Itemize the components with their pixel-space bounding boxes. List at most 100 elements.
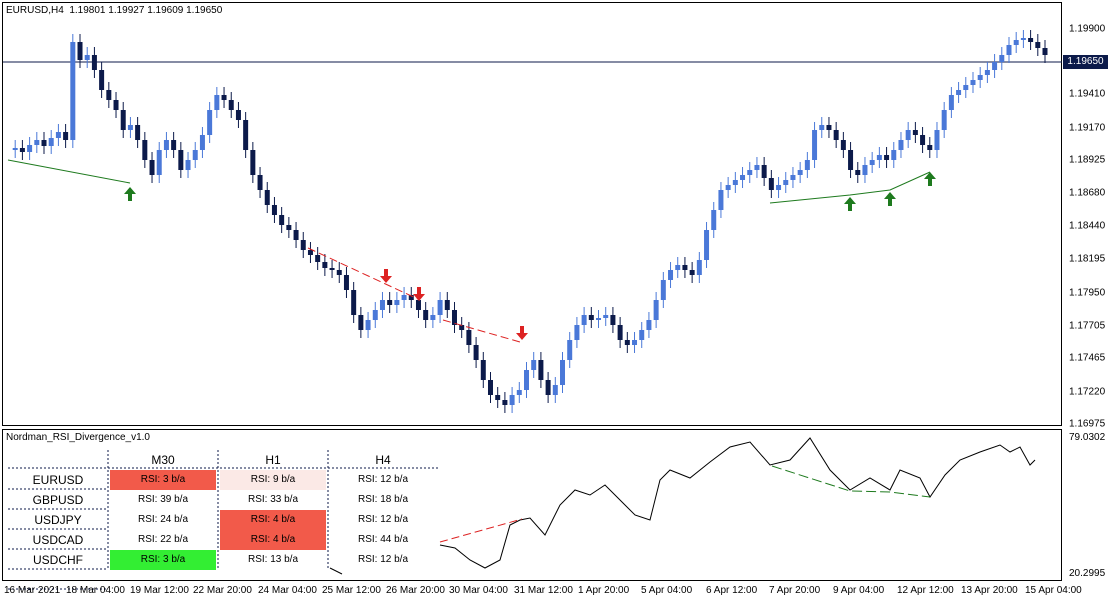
- candle-body: [862, 165, 868, 175]
- candle-body: [41, 140, 47, 146]
- candle-body: [992, 62, 998, 70]
- currency-pair-label: GBPUSD: [32, 493, 84, 507]
- time-tick-label: 13 Apr 20:00: [961, 585, 1018, 596]
- currency-pair-label: USDCHF: [33, 553, 83, 567]
- candle-body: [466, 330, 472, 345]
- candle-body: [387, 300, 393, 305]
- timeframe-header: M30: [151, 453, 175, 467]
- candle-body: [113, 100, 119, 110]
- candle-body: [963, 85, 969, 90]
- price-tick-label: 1.19170: [1069, 122, 1106, 134]
- candle-body: [768, 178, 774, 190]
- rsi-value-cell: RSI: 33 b/a: [247, 494, 299, 505]
- candle-body: [675, 265, 681, 270]
- candle-body: [271, 205, 277, 215]
- price-tick-label: 1.17705: [1069, 320, 1106, 332]
- timeframe-header: H1: [265, 453, 281, 467]
- bullish-divergence-line: [769, 171, 931, 204]
- price-tick-label: 1.18195: [1069, 253, 1106, 265]
- candle-body: [142, 140, 148, 160]
- candle-body: [790, 175, 796, 180]
- time-tick-label: 16 Mar 2021: [4, 585, 61, 596]
- candle-body: [725, 185, 731, 190]
- candle-body: [898, 140, 904, 150]
- candle-body: [999, 55, 1005, 62]
- candle-body: [639, 330, 645, 340]
- time-tick-label: 19 Mar 12:00: [130, 585, 189, 596]
- candle-body: [70, 42, 76, 140]
- candle-body: [91, 55, 97, 70]
- price-tick-label: 1.17950: [1069, 287, 1106, 299]
- candle-body: [163, 140, 169, 150]
- indicator-title: Nordman_RSI_Divergence_v1.0: [6, 432, 150, 443]
- candle-body: [322, 262, 328, 268]
- rsi-value-cell: RSI: 44 b/a: [357, 534, 409, 545]
- candle-body: [912, 130, 918, 135]
- candle-body: [27, 145, 33, 152]
- buy-arrow-icon: [124, 187, 136, 201]
- candle-body: [920, 135, 926, 145]
- candle-body: [444, 300, 450, 310]
- candle-body: [833, 130, 839, 140]
- candle-body: [228, 100, 234, 110]
- rsi-value-cell: RSI: 3 b/a: [110, 550, 216, 570]
- price-tick-label: 1.17465: [1069, 352, 1106, 364]
- candle-body: [524, 370, 529, 390]
- time-tick-label: 9 Apr 04:00: [833, 585, 885, 596]
- timeframe-header: H4: [375, 453, 391, 467]
- candle-body: [495, 395, 501, 400]
- candle-body: [509, 395, 515, 405]
- rsi-value-cell: RSI: 13 b/a: [247, 554, 299, 565]
- price-chart-pane[interactable]: [2, 2, 1062, 426]
- price-tick-label: 1.16975: [1069, 418, 1106, 430]
- candle-body: [257, 175, 263, 190]
- candle-body: [840, 140, 846, 150]
- candle-body: [480, 360, 486, 380]
- candle-body: [696, 260, 702, 275]
- candle-body: [538, 360, 544, 380]
- candle-body: [351, 290, 357, 315]
- candle-body: [891, 150, 897, 160]
- chart-title: EURUSD,H4 1.19801 1.19927 1.19609 1.1965…: [6, 5, 223, 16]
- candle-body: [84, 55, 90, 60]
- candle-body: [905, 130, 911, 140]
- candle-body: [77, 42, 83, 60]
- candle-body: [682, 265, 688, 270]
- candle-body: [307, 250, 313, 255]
- rsi-value-cell: RSI: 22 b/a: [137, 534, 189, 545]
- candle-body: [358, 315, 364, 330]
- rsi-bullish-divergence: [771, 465, 931, 498]
- candle-body: [1006, 45, 1012, 55]
- rsi-line: [439, 437, 1036, 569]
- time-tick-label: 22 Mar 20:00: [193, 585, 252, 596]
- rsi-line-fragment: [329, 567, 343, 575]
- candle-body: [783, 180, 789, 185]
- candle-body: [300, 240, 306, 250]
- rsi-value-cell: RSI: 4 b/a: [220, 530, 326, 550]
- price-tick-label: 1.18440: [1069, 220, 1106, 232]
- candle-body: [848, 150, 854, 170]
- candle-body: [408, 295, 414, 300]
- candle-body: [804, 160, 810, 170]
- candle-body: [581, 315, 587, 325]
- candle-body: [55, 132, 61, 138]
- buy-arrow-icon: [924, 172, 936, 186]
- buy-arrow-icon: [884, 192, 896, 206]
- candle-body: [776, 185, 782, 190]
- currency-pair-label: USDCAD: [32, 533, 84, 547]
- candle-body: [336, 270, 342, 275]
- candle-body: [718, 190, 724, 210]
- candle-body: [329, 268, 335, 270]
- candle-body: [293, 230, 299, 240]
- candle-body: [264, 190, 270, 205]
- candle-body: [214, 95, 220, 110]
- indicator-max-label: 79.0302: [1069, 432, 1106, 443]
- candle-body: [740, 175, 746, 180]
- candle-body: [379, 300, 385, 310]
- candle-body: [956, 90, 962, 95]
- indicator-pane[interactable]: [2, 429, 1062, 581]
- rsi-value-cell: RSI: 12 b/a: [357, 514, 409, 525]
- currency-pair-label: EURUSD: [32, 473, 84, 487]
